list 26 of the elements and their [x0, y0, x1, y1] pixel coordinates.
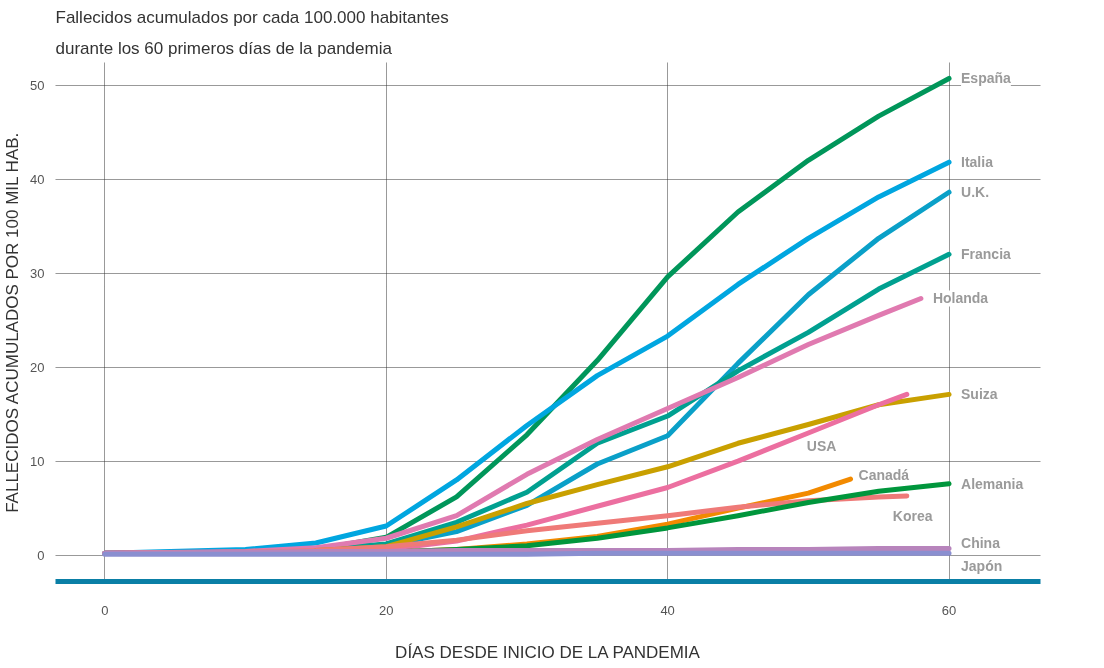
series-label: U.K.	[961, 184, 990, 201]
series-label: Holanda	[932, 290, 989, 307]
series-label: Canadá	[858, 467, 910, 484]
y-tick-label: 30	[30, 265, 45, 281]
series-label: Korea	[892, 507, 933, 524]
y-tick-label: 0	[37, 547, 45, 563]
series-label: USA	[806, 438, 837, 455]
y-tick-label: 40	[30, 171, 45, 187]
series-label: Suiza	[961, 386, 998, 403]
chart-subtitle: durante los 60 primeros días de la pandemia	[55, 38, 393, 58]
y-tick-label: 50	[30, 77, 45, 93]
y-tick-label: 20	[30, 359, 45, 375]
series-label: Francia	[961, 246, 1012, 263]
y-tick-label: 10	[30, 453, 45, 469]
y-axis-title: FALLECIDOS ACUMULADOS POR 100 MIL HAB.	[3, 132, 23, 513]
chart-title: Fallecidos acumulados por cada 100.000 habitantes	[55, 7, 449, 27]
x-tick-label: 40	[660, 602, 675, 618]
series-label: China	[961, 534, 1001, 551]
series-label: Japón	[961, 558, 1003, 575]
x-tick-label: 0	[101, 602, 109, 618]
series-label: España	[961, 70, 1012, 87]
series-label: Alemania	[961, 475, 1024, 492]
x-axis-title: DÍAS DESDE INICIO DE LA PANDEMIA	[395, 642, 701, 662]
x-tick-label: 60	[941, 602, 957, 618]
x-tick-label: 20	[378, 602, 394, 618]
series-label: Italia	[961, 154, 994, 171]
